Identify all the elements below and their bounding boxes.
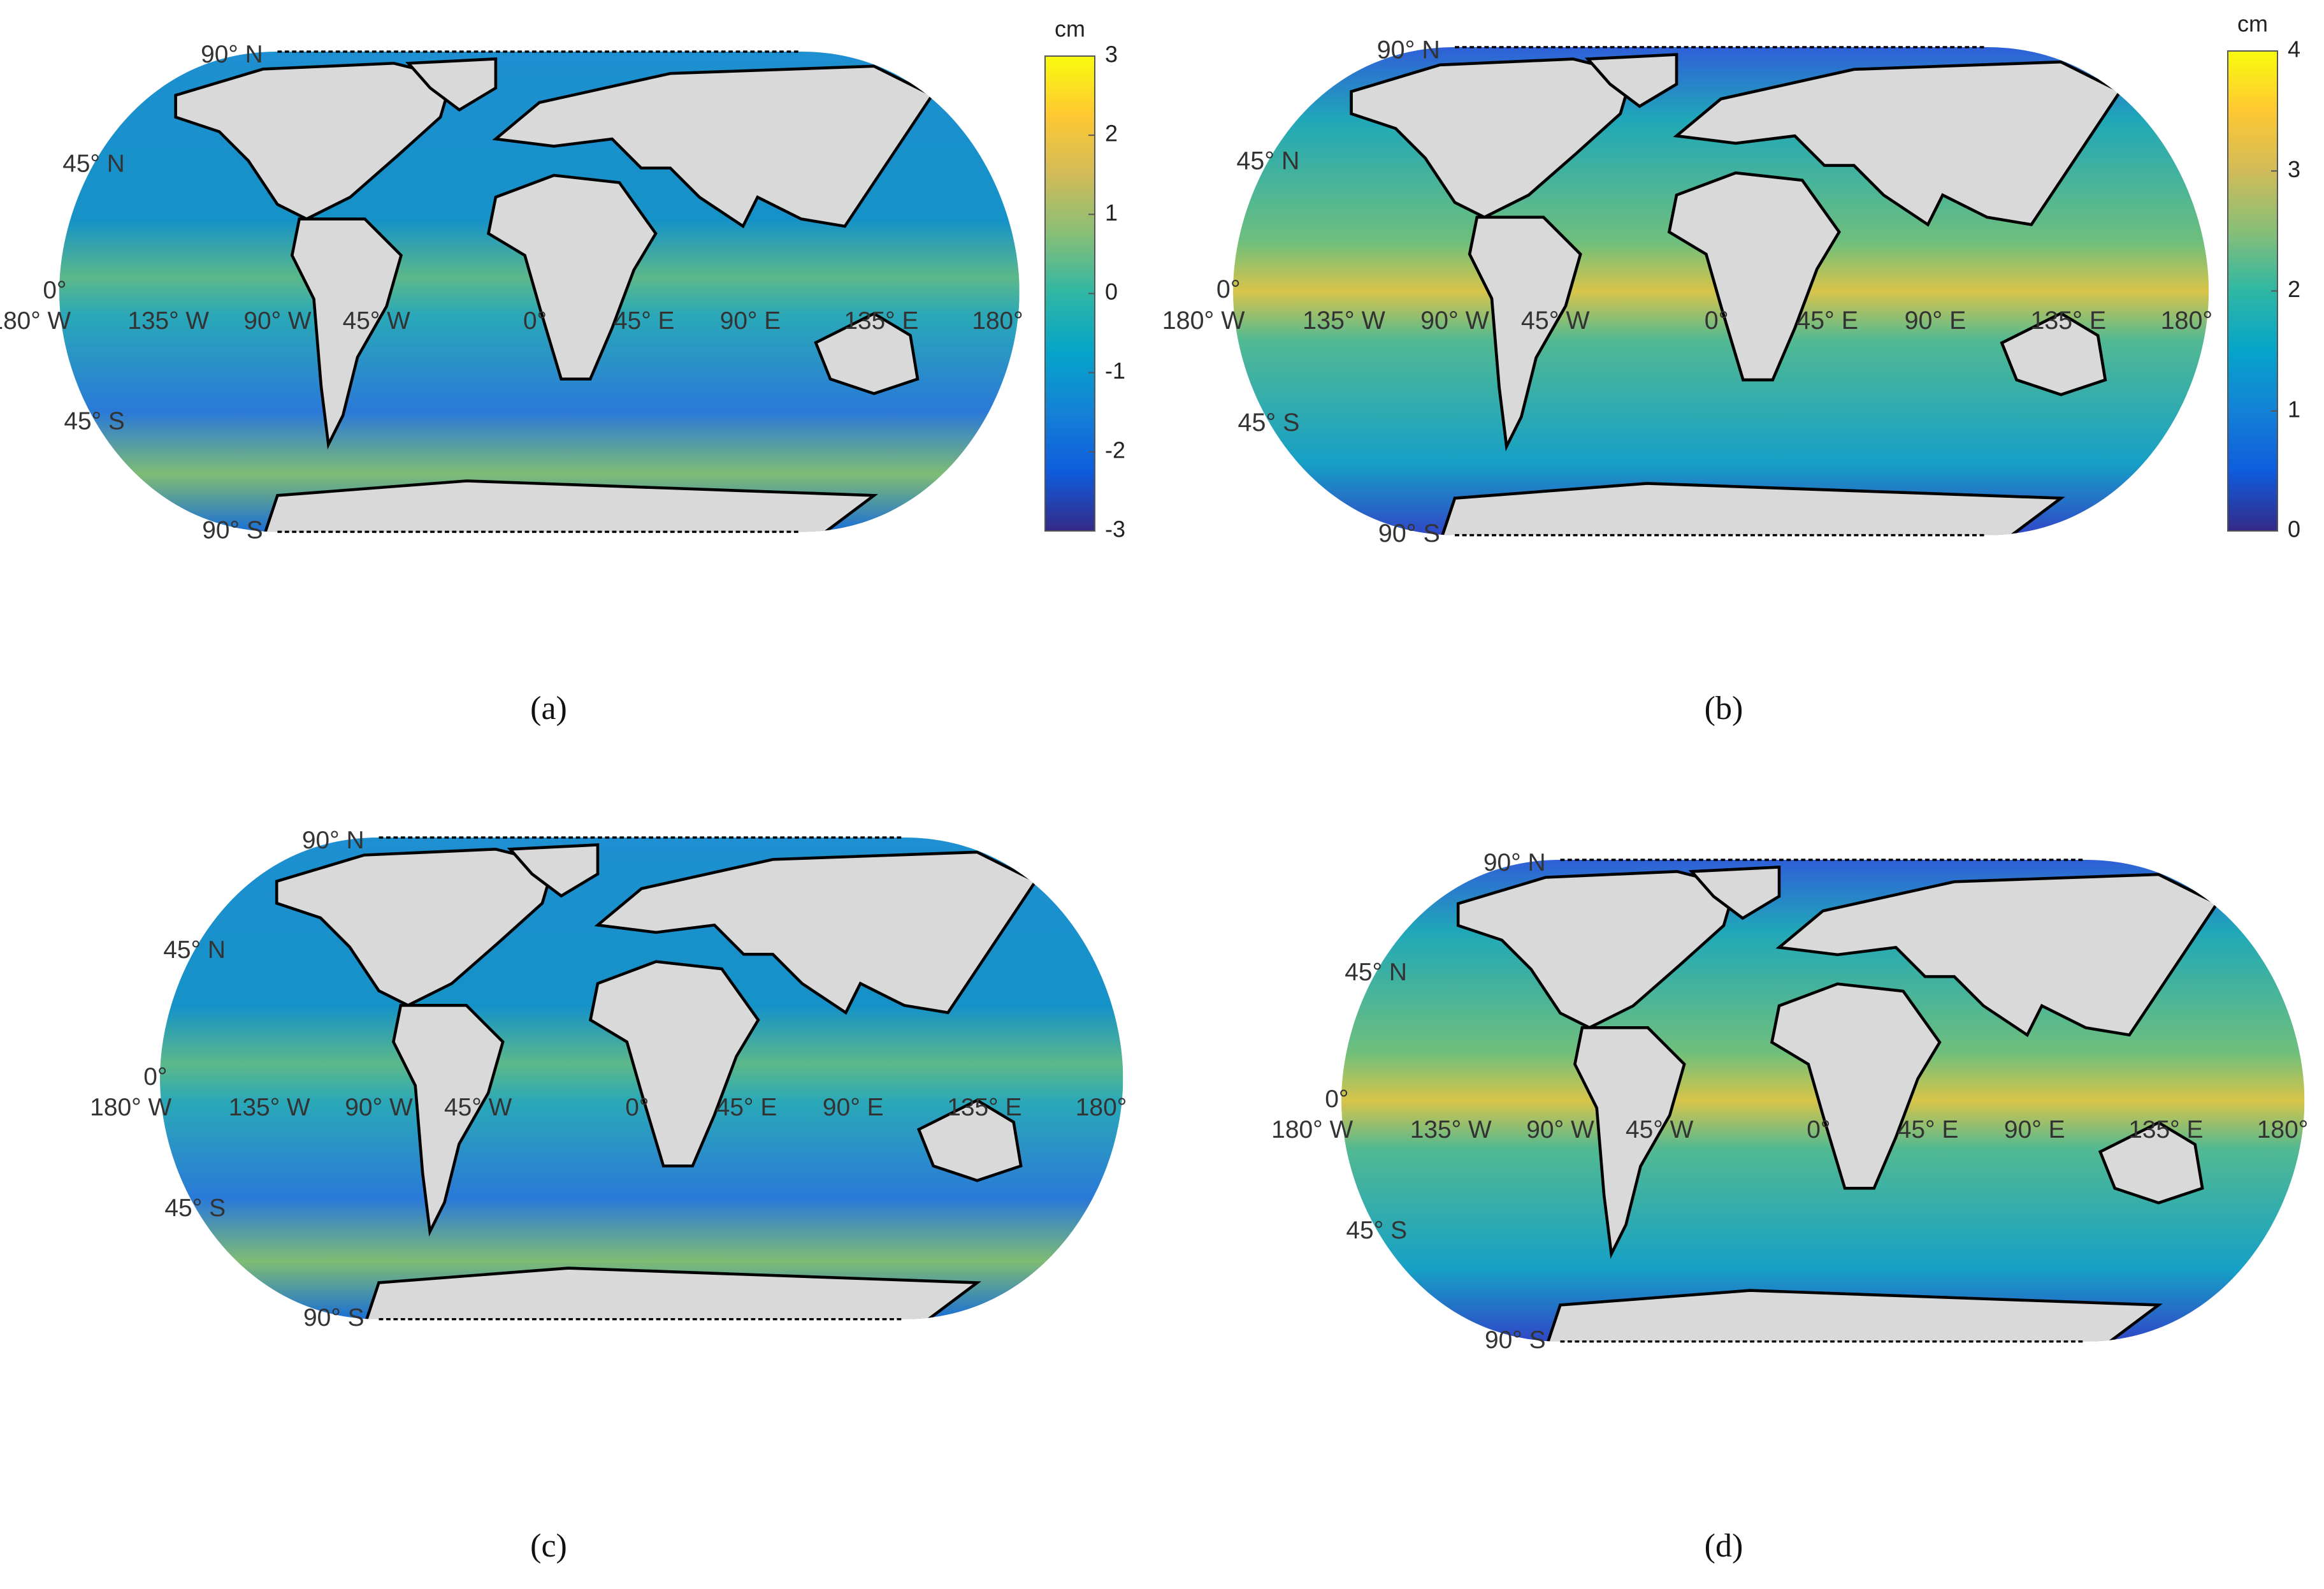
lon-label: 180° W xyxy=(90,1094,171,1121)
lon-label: 135° E xyxy=(2030,307,2106,335)
lon-label: 180° W xyxy=(1271,1116,1353,1143)
lon-label: 45° E xyxy=(1796,307,1858,335)
lat-label: 90° S xyxy=(303,1304,364,1331)
lat-label: 0° xyxy=(1325,1085,1348,1113)
lon-label: 135° W xyxy=(127,307,209,335)
colorbar-unit: cm xyxy=(1055,16,1085,42)
lat-label: 45° N xyxy=(1345,959,1407,986)
lon-label: 90° E xyxy=(2004,1116,2065,1143)
lat-label: 90° S xyxy=(1378,519,1440,548)
colorbar-tick-label: 1 xyxy=(1105,200,1118,226)
colorbar-tick-label: 0 xyxy=(2288,516,2300,542)
lon-label: 0° xyxy=(1705,307,1729,335)
lon-label: 180° xyxy=(1076,1094,1127,1121)
panel-label: (a) xyxy=(530,690,567,727)
lon-label: 90° E xyxy=(720,307,781,335)
lon-label: 45° E xyxy=(614,307,674,335)
lat-label: 45° N xyxy=(163,936,226,964)
lon-label: 45° W xyxy=(444,1094,512,1121)
map-panel: 90° N 45° N 0° 45° S 90° S 180° W 135° W 90° W 4… xyxy=(0,41,1023,544)
lon-label: 180° xyxy=(972,307,1023,335)
lon-label: 135° E xyxy=(2128,1116,2203,1143)
colorbar-tick-label: 2 xyxy=(1105,120,1118,147)
lon-label: 90° W xyxy=(1420,307,1490,335)
colorbar-tick-label: -3 xyxy=(1105,516,1125,542)
lat-label: 90° N xyxy=(1483,849,1546,876)
lon-label: 45° W xyxy=(1626,1116,1694,1143)
lon-label: 90° E xyxy=(823,1094,884,1121)
lon-label: 0° xyxy=(625,1094,649,1121)
lat-label: 90° N xyxy=(1377,36,1440,64)
map-panel: 90° N 45° N 0° 45° S 90° S 180° W 135° W 90° W 4… xyxy=(1271,849,2308,1354)
lat-label: 45° S xyxy=(1238,409,1300,437)
lat-label: 45° S xyxy=(1346,1217,1407,1244)
colorbar-tick-label: 2 xyxy=(2288,276,2300,302)
lon-label: 90° W xyxy=(1526,1116,1594,1143)
lon-label: 135° W xyxy=(1303,307,1385,335)
lon-label: 135° E xyxy=(844,307,918,335)
lat-label: 90° S xyxy=(202,517,263,544)
map-panel: 90° N 45° N 0° 45° S 90° S 180° W 135° W 90° W 4… xyxy=(90,827,1127,1331)
lat-label: 0° xyxy=(143,1063,167,1091)
colorbar-tick-label: 3 xyxy=(1105,41,1118,68)
colorbar-tick-label: 4 xyxy=(2288,36,2300,62)
map-body xyxy=(1233,47,2209,542)
lon-label: 0° xyxy=(1807,1116,1830,1143)
panel-label: (c) xyxy=(530,1528,567,1564)
colorbar-tick-label: 1 xyxy=(2288,396,2300,422)
colorbar-unit: cm xyxy=(2237,11,2268,37)
lat-label: 0° xyxy=(43,277,66,304)
lon-label: 180° W xyxy=(1162,307,1245,335)
lat-label: 0° xyxy=(1216,275,1241,303)
colorbar xyxy=(2227,50,2278,532)
lat-label: 90° S xyxy=(1485,1326,1546,1354)
lon-label: 180° W xyxy=(0,307,71,335)
lon-label: 180° xyxy=(2257,1116,2309,1143)
lon-label: 90° W xyxy=(345,1094,413,1121)
map-body xyxy=(1341,860,2305,1349)
lat-label: 45° S xyxy=(164,1194,226,1222)
map-frame xyxy=(277,50,802,533)
lon-label: 45° E xyxy=(716,1094,777,1121)
colorbar xyxy=(1044,55,1095,532)
lon-label: 90° E xyxy=(1905,307,1967,335)
map-body xyxy=(59,52,1020,532)
colorbar-tick-label: 3 xyxy=(2288,156,2300,182)
lon-label: 135° W xyxy=(1410,1116,1492,1143)
panel-label: (b) xyxy=(1705,690,1743,727)
lat-label: 45° N xyxy=(1236,147,1299,175)
lat-label: 45° N xyxy=(62,150,124,177)
lat-label: 45° S xyxy=(64,407,124,435)
lon-label: 90° W xyxy=(243,307,311,335)
lon-label: 135° E xyxy=(947,1094,1021,1121)
lon-label: 180° xyxy=(2161,307,2213,335)
panel-label: (d) xyxy=(1705,1528,1743,1564)
lon-label: 45° W xyxy=(343,307,410,335)
map-body xyxy=(160,838,1123,1326)
lat-label: 90° N xyxy=(302,827,364,854)
colorbar-tick-label: -2 xyxy=(1105,437,1125,463)
map-panel: 90° N 45° N 0° 45° S 90° S 180° W 135° W 90° W 4… xyxy=(1162,36,2212,548)
lon-label: 45° E xyxy=(1898,1116,1959,1143)
lon-label: 0° xyxy=(523,307,547,335)
lon-label: 45° W xyxy=(1521,307,1591,335)
colorbar-tick-label: 0 xyxy=(1105,279,1118,305)
colorbar-tick-label: -1 xyxy=(1105,358,1125,384)
lat-label: 90° N xyxy=(201,41,263,68)
lon-label: 135° W xyxy=(229,1094,310,1121)
